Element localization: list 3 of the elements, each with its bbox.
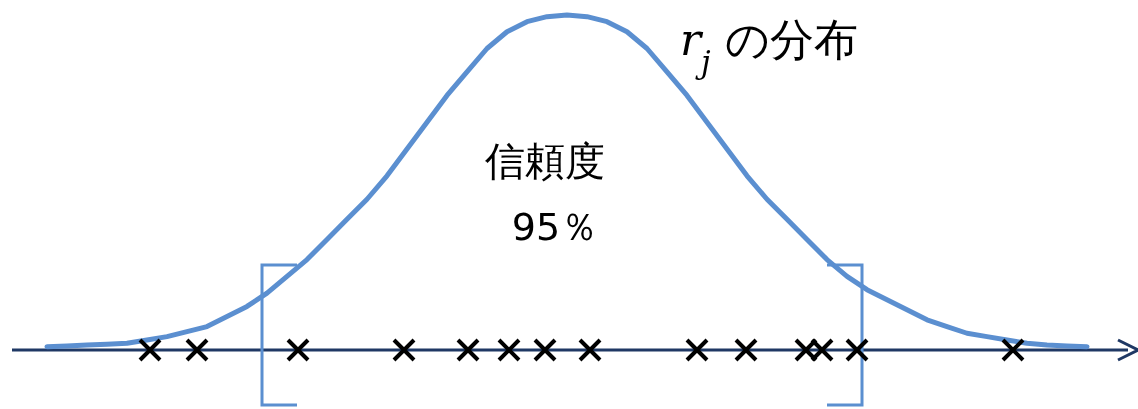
annotation: r$_{j}$ の分布 [680,14,858,80]
annotation: 信頼度 [485,138,605,184]
annotation: 95％ [511,205,599,249]
